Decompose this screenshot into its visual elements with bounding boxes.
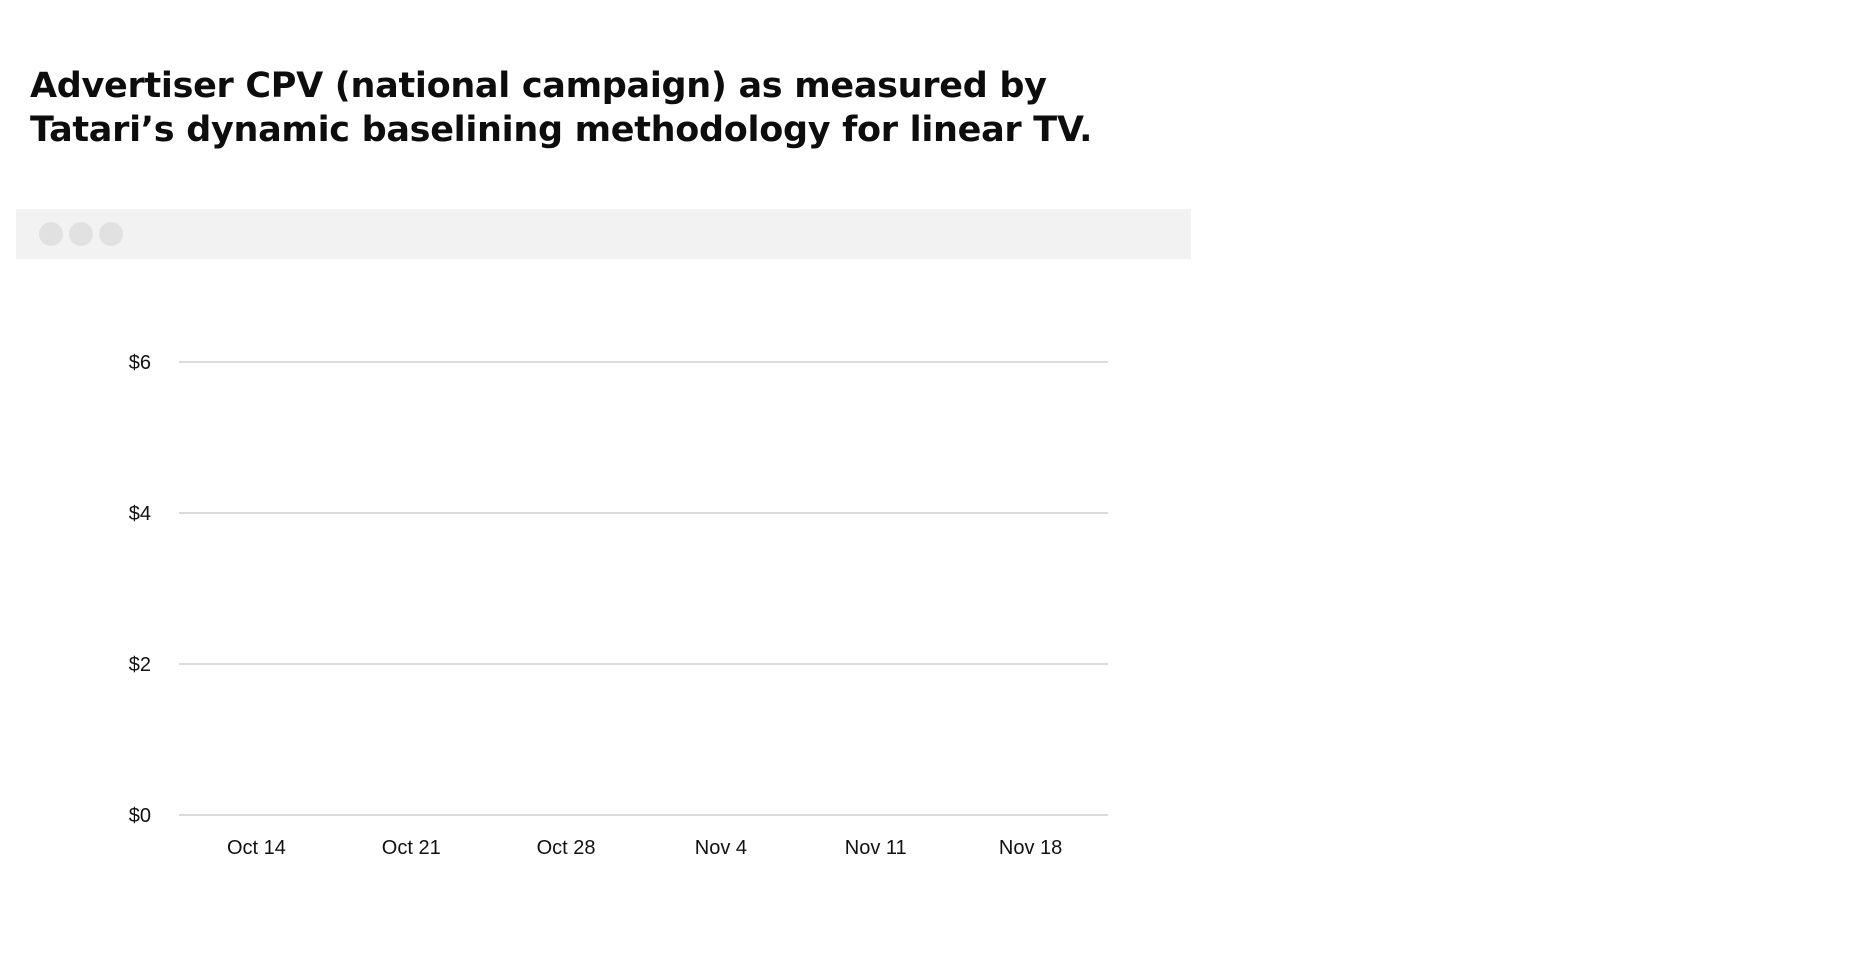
x-tick-label: Nov 11 — [845, 837, 907, 859]
y-tick-label: $0 — [129, 805, 151, 827]
x-tick-label: Oct 21 — [382, 837, 441, 859]
window-dot-icon — [69, 222, 93, 246]
window-dot-icon — [99, 222, 123, 246]
cpv-chart: $0 $2 $4 $6 Oct 14 Oct 21 Oct 28 Nov 4 Nov 11 Nov… — [129, 352, 1108, 859]
y-tick-label: $6 — [129, 352, 151, 374]
x-tick-label: Nov 4 — [695, 837, 747, 859]
browser-window: $0 $2 $4 $6 Oct 14 Oct 21 Oct 28 Nov 4 Nov 11 Nov… — [16, 209, 1191, 909]
x-tick-label: Oct 14 — [227, 837, 286, 859]
chart-title: Advertiser CPV (national campaign) as me… — [30, 66, 1093, 150]
window-dot-icon — [39, 222, 63, 246]
y-tick-label: $2 — [129, 654, 151, 676]
window-title-bar — [16, 209, 1191, 259]
x-tick-label: Oct 28 — [537, 837, 596, 859]
y-tick-label: $4 — [129, 503, 151, 525]
x-tick-label: Nov 18 — [999, 837, 1062, 859]
